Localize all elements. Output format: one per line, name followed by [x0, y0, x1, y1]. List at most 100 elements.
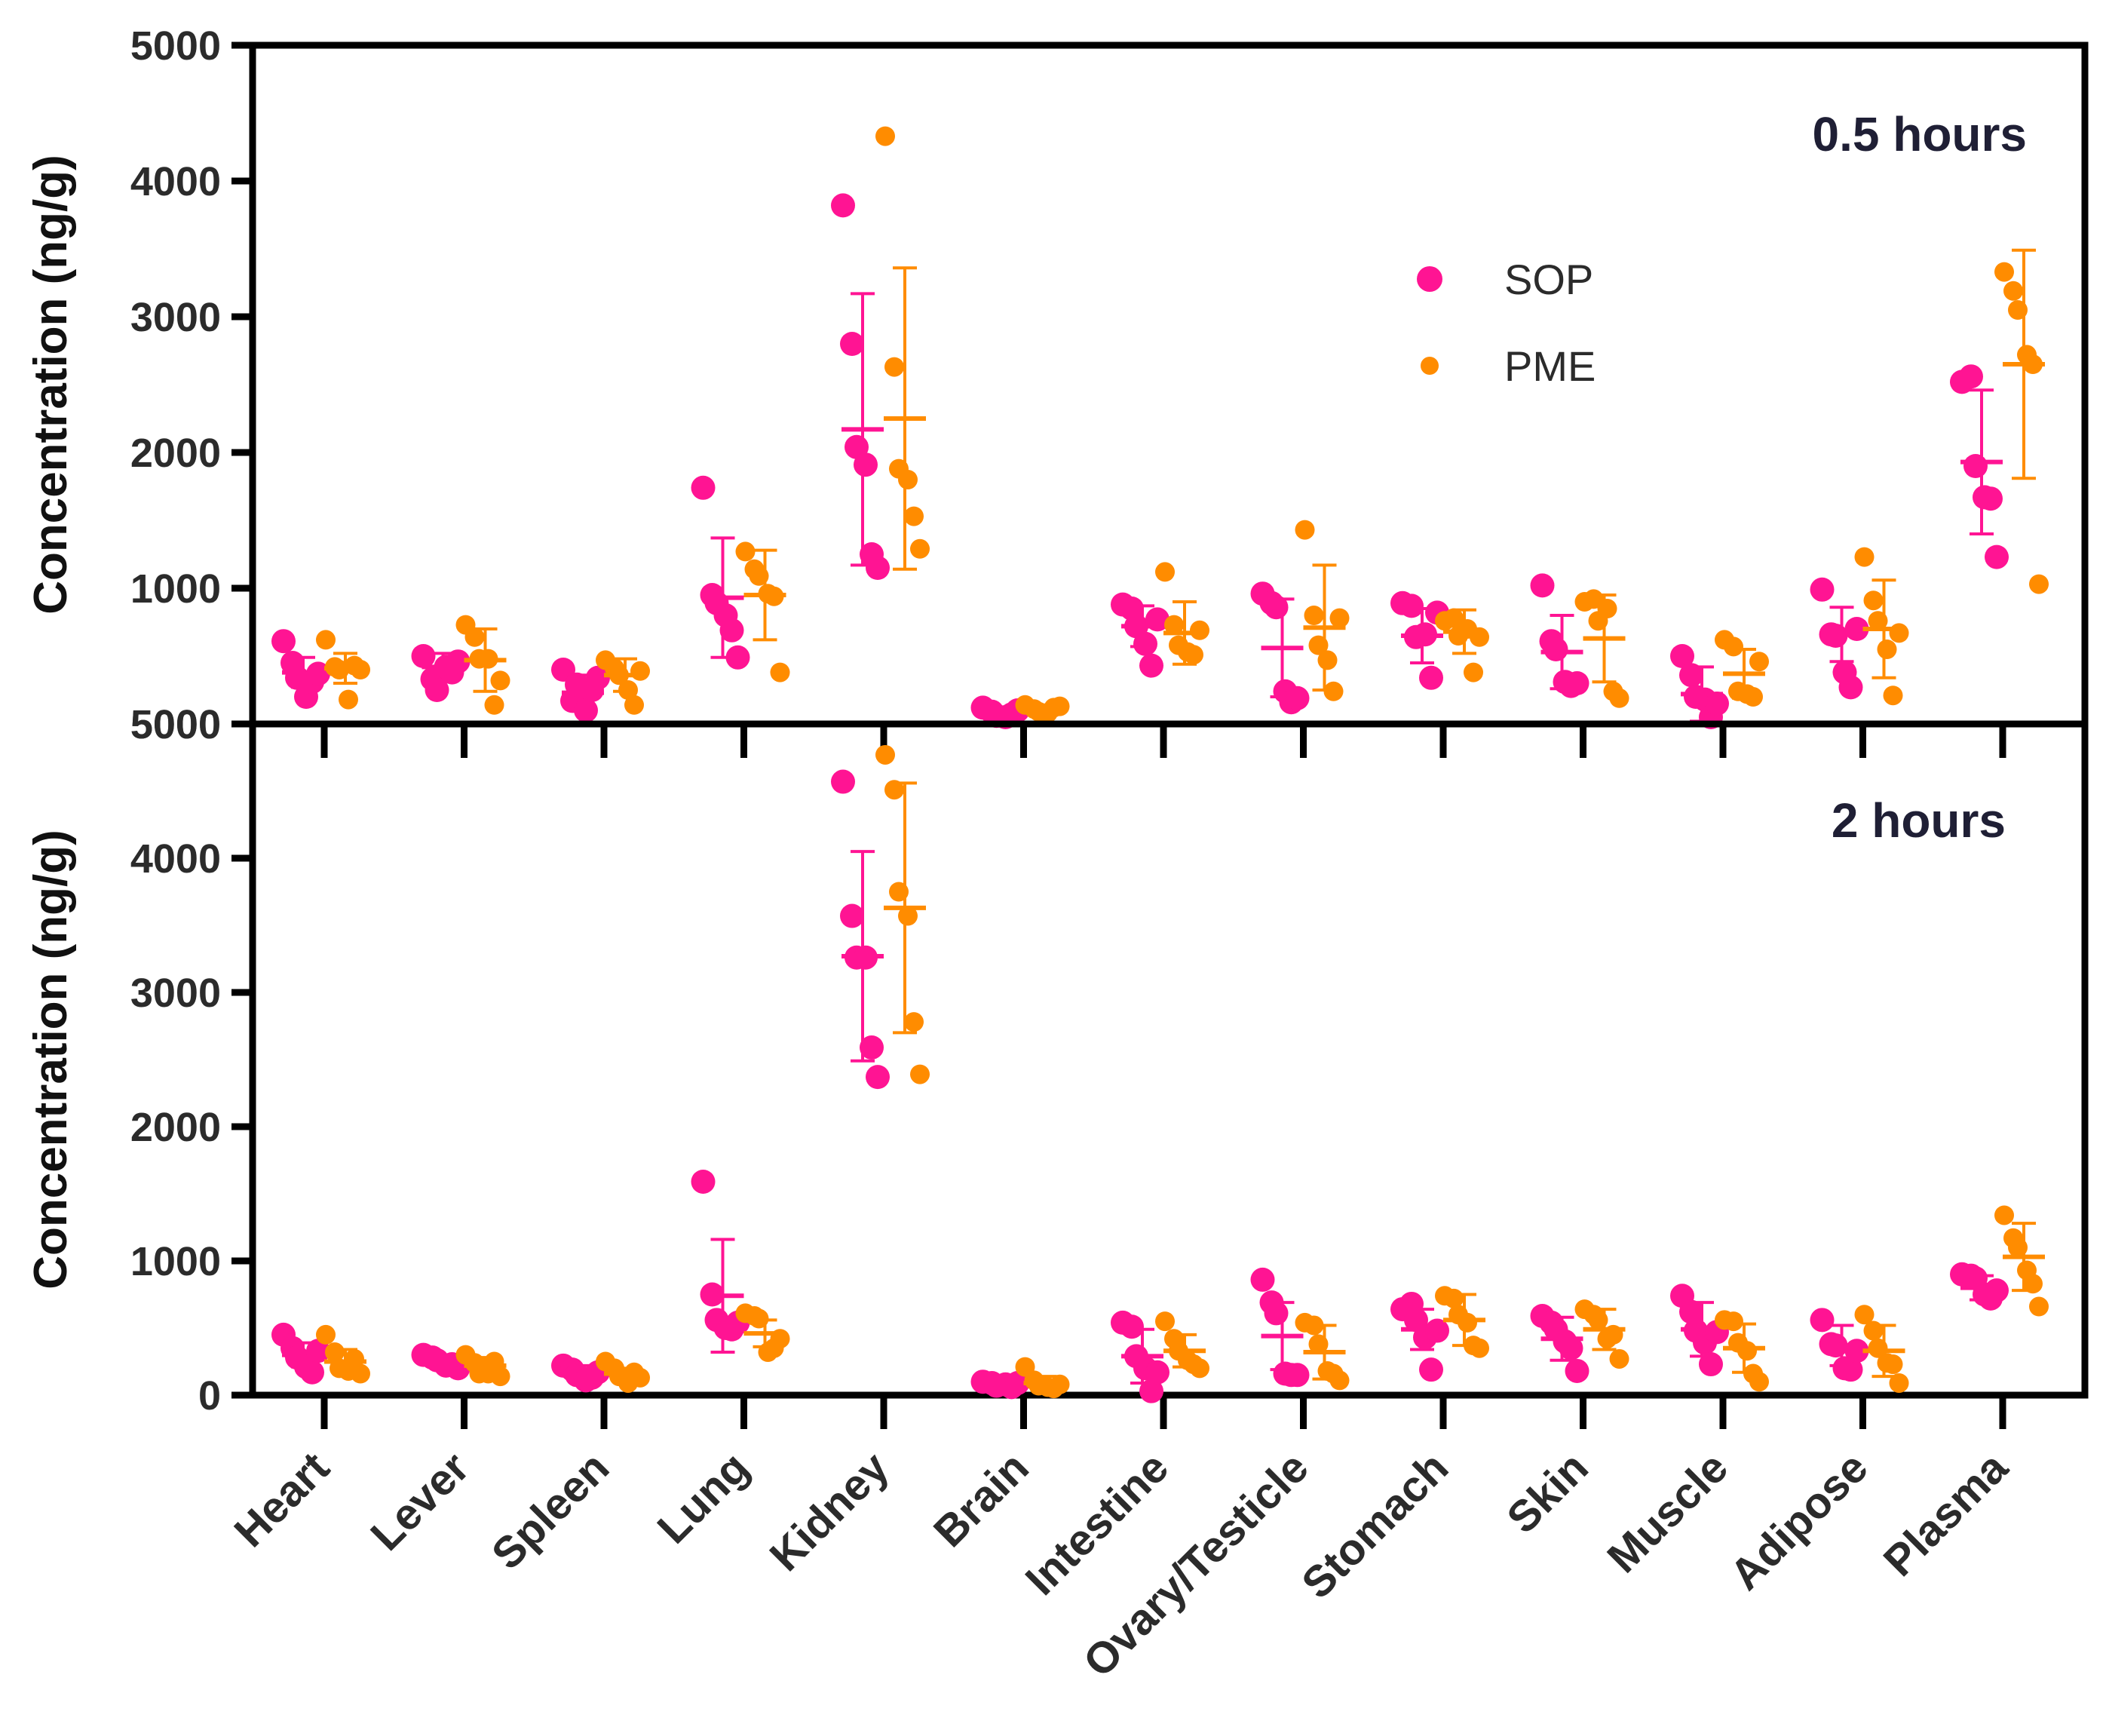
- data-point: [1308, 635, 1329, 655]
- y-tick-label: 1000: [130, 566, 221, 612]
- y-tick-label: 4000: [130, 836, 221, 882]
- data-point: [866, 556, 890, 580]
- data-point: [271, 629, 296, 654]
- data-point: [2008, 1238, 2028, 1258]
- category-label: Brain: [924, 1443, 1038, 1557]
- plot-frame: [249, 720, 2089, 1399]
- data-point: [884, 357, 904, 377]
- y-tick-label: 2000: [130, 1105, 221, 1150]
- data-point: [770, 1329, 790, 1349]
- data-point: [725, 645, 750, 670]
- data-point: [700, 1282, 725, 1307]
- data-point: [2003, 281, 2023, 301]
- data-point: [425, 678, 449, 702]
- data-point: [1588, 1310, 1608, 1330]
- data-point: [875, 744, 895, 765]
- category-label: Lever: [361, 1443, 478, 1560]
- data-point: [1737, 1341, 1757, 1361]
- data-point: [1609, 688, 1629, 708]
- data-point: [749, 1308, 769, 1329]
- data-point: [904, 1012, 924, 1032]
- data-point: [691, 475, 716, 500]
- data-point: [1743, 687, 1763, 707]
- y-tick-label: 1000: [130, 1239, 221, 1284]
- data-point: [1679, 663, 1703, 688]
- category-label: Plasma: [1875, 1443, 2018, 1586]
- data-point: [1139, 1379, 1163, 1403]
- data-point: [609, 665, 629, 686]
- legend: SOP PME: [1417, 256, 1596, 390]
- data-point: [831, 193, 855, 218]
- category-label: Adipose: [1721, 1443, 1878, 1600]
- data-point: [1145, 607, 1169, 632]
- data-point: [719, 618, 744, 643]
- data-point: [1889, 623, 1909, 643]
- data-point: [325, 1342, 345, 1363]
- data-point: [2023, 354, 2043, 374]
- data-point: [1559, 1336, 1583, 1360]
- data-point: [446, 649, 471, 674]
- data-point: [330, 660, 349, 679]
- data-point: [1164, 615, 1184, 635]
- data-point: [1470, 627, 1489, 647]
- data-point: [490, 1366, 510, 1387]
- data-point: [1868, 1338, 1888, 1358]
- legend-marker-pme: [1421, 357, 1439, 375]
- data-point: [2029, 1296, 2049, 1317]
- data-point: [1413, 622, 1437, 647]
- y-tick-label: 4000: [130, 159, 221, 204]
- data-point: [339, 689, 358, 710]
- data-point: [1705, 692, 1729, 716]
- y-tick-label: 3000: [130, 295, 221, 340]
- data-point: [840, 332, 864, 356]
- data-point: [1120, 1314, 1144, 1339]
- data-point: [490, 670, 510, 691]
- data-point: [1425, 1318, 1449, 1343]
- data-point: [1458, 1312, 1477, 1333]
- data-point: [1583, 589, 1604, 609]
- y-tick-label: 0: [198, 1373, 221, 1419]
- data-point: [1883, 1354, 1903, 1375]
- panel-0-5-hours: 0.5 hours 5000 1000 2000 3000 4000 5000 Concen…: [25, 23, 2089, 758]
- data-point: [316, 630, 336, 650]
- category-label: Skin: [1497, 1443, 1598, 1543]
- data-point: [1724, 636, 1743, 657]
- legend-label-sop: SOP: [1504, 256, 1593, 303]
- data-point: [1609, 1348, 1629, 1369]
- data-point: [1005, 1370, 1030, 1395]
- data-point: [1863, 1320, 1884, 1341]
- category-label: Lung: [648, 1443, 759, 1553]
- data-point: [2008, 300, 2028, 320]
- data-point: [1979, 486, 2003, 511]
- data-point: [316, 1324, 336, 1345]
- category-label: Stomach: [1292, 1443, 1458, 1608]
- data-point: [1985, 544, 2009, 569]
- data-point: [1565, 1358, 1589, 1383]
- panel-2-hours: 2 hours 0 1000 2000 3000 4000 5000 Concentrati…: [25, 702, 2089, 1687]
- data-point: [1679, 1299, 1703, 1324]
- data-point: [1264, 1301, 1289, 1326]
- data-point: [1190, 1358, 1209, 1379]
- data-point: [749, 566, 769, 586]
- y-tick-label: 2000: [130, 431, 221, 476]
- legend-marker-sop: [1417, 266, 1442, 292]
- data-point: [2029, 574, 2049, 594]
- data-point: [1444, 608, 1464, 628]
- data-point: [770, 662, 790, 682]
- data-point: [1399, 593, 1424, 618]
- series-sop: [271, 769, 2009, 1403]
- data-point: [889, 882, 909, 902]
- data-point: [1329, 1370, 1350, 1391]
- data-point: [484, 1351, 504, 1372]
- data-point: [1889, 1373, 1909, 1393]
- data-point: [1050, 696, 1070, 716]
- series-pme: [316, 744, 2049, 1399]
- legend-label-pme: PME: [1504, 342, 1596, 390]
- data-point: [2023, 1274, 2043, 1294]
- data-point: [1464, 662, 1483, 682]
- data-point: [1838, 1357, 1863, 1382]
- data-point: [484, 695, 504, 715]
- data-point: [1868, 611, 1888, 631]
- data-point: [1304, 1315, 1324, 1336]
- data-point: [351, 660, 370, 679]
